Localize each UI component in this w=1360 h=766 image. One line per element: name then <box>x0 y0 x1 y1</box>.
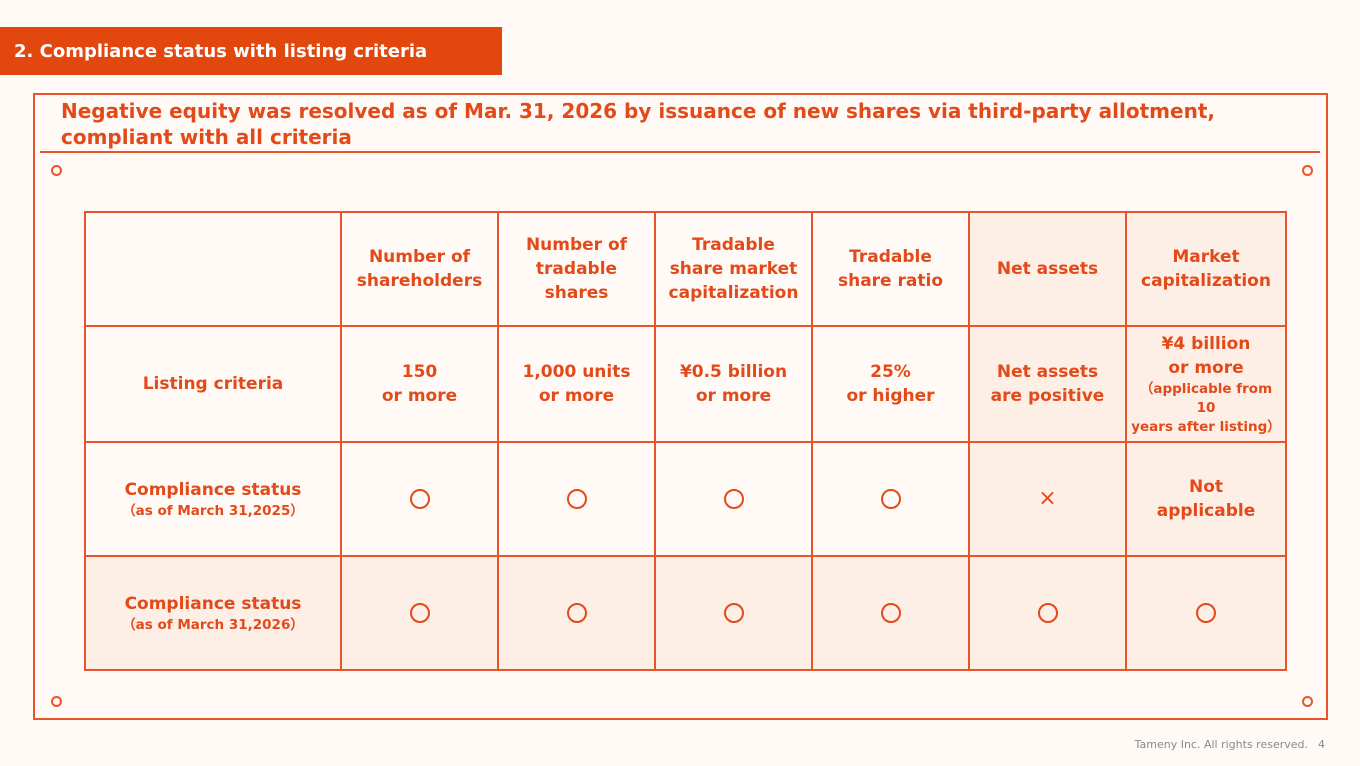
cell-text: 25% <box>870 362 911 382</box>
row-label-text: Compliance status <box>124 479 302 500</box>
cell-text: Not <box>1188 477 1224 497</box>
cell-text: 1,000 units <box>522 362 631 382</box>
header-shareholders: Number of shareholders <box>340 211 499 327</box>
status-cell <box>654 441 813 557</box>
header-text: shareholders <box>356 271 483 291</box>
status-cell <box>340 441 499 557</box>
header-text: tradable <box>535 259 618 279</box>
status-cell <box>497 555 656 671</box>
header-text: Tradable <box>692 235 775 255</box>
corner-dot-bottom-right <box>1302 696 1313 707</box>
circle-icon <box>409 603 430 623</box>
criteria-row: Listing criteria 150 or more 1,000 units… <box>84 325 1287 443</box>
status-cell <box>497 441 656 557</box>
header-text: Tradable <box>849 247 932 267</box>
circle-icon <box>1037 603 1058 623</box>
cell-text: ¥0.5 billion <box>679 362 788 382</box>
criteria-cell: 150 or more <box>340 325 499 443</box>
header-text: Net assets <box>996 259 1099 279</box>
cell-note: years after listing） <box>1131 418 1281 435</box>
cell-text: applicable <box>1156 501 1256 521</box>
header-text: share ratio <box>837 271 943 291</box>
content-frame <box>33 93 1328 720</box>
header-text: Number of <box>525 235 628 255</box>
criteria-cell: ¥0.5 billion or more <box>654 325 813 443</box>
criteria-cell: 1,000 units or more <box>497 325 656 443</box>
row-label-text: Compliance status <box>124 593 302 614</box>
circle-icon <box>880 603 901 623</box>
status-2026-row: Compliance status （as of March 31,2026） <box>84 555 1287 671</box>
row-label-sub: （as of March 31,2025） <box>122 502 304 519</box>
header-text: shares <box>544 283 609 303</box>
copyright: Tameny Inc. All rights reserved. <box>1134 738 1308 751</box>
header-text: Number of <box>368 247 471 267</box>
page-number: 4 <box>1318 738 1325 751</box>
circle-icon <box>880 489 901 509</box>
cell-note: （applicable from 10 <box>1139 380 1273 416</box>
status-cell <box>340 555 499 671</box>
status-cell <box>654 555 813 671</box>
header-net-assets: Net assets <box>968 211 1127 327</box>
status-cell <box>811 441 970 557</box>
cross-icon: × <box>1038 485 1057 511</box>
headline-line-1: Negative equity was resolved as of Mar. … <box>61 99 1215 123</box>
corner-dot-top-left <box>51 165 62 176</box>
circle-icon <box>409 489 430 509</box>
criteria-cell: ¥4 billion or more （applicable from 10 y… <box>1125 325 1287 443</box>
circle-icon <box>1196 603 1216 623</box>
compliance-table: Number of shareholders Number of tradabl… <box>84 211 1287 671</box>
header-tradable-shares: Number of tradable shares <box>497 211 656 327</box>
cell-text: ¥4 billion <box>1161 333 1251 354</box>
row-label: Compliance status （as of March 31,2025） <box>84 441 342 557</box>
section-tab: 2. Compliance status with listing criter… <box>0 27 502 75</box>
status-cell <box>811 555 970 671</box>
cell-text: are positive <box>990 386 1105 406</box>
status-cell <box>968 555 1127 671</box>
status-2025-row: Compliance status （as of March 31,2025） … <box>84 441 1287 557</box>
cell-text: or more <box>381 386 458 406</box>
header-tradable-ratio: Tradable share ratio <box>811 211 970 327</box>
header-empty <box>84 211 342 327</box>
cell-text: 150 <box>401 362 438 382</box>
row-label-sub: （as of March 31,2026） <box>122 616 304 633</box>
headline: Negative equity was resolved as of Mar. … <box>61 98 1291 150</box>
header-tradable-market-cap: Tradable share market capitalization <box>654 211 813 327</box>
circle-icon <box>723 489 744 509</box>
cell-text: or more <box>1168 357 1244 378</box>
row-label: Compliance status （as of March 31,2026） <box>84 555 342 671</box>
header-text: Market <box>1172 247 1240 267</box>
circle-icon <box>566 489 587 509</box>
circle-icon <box>566 603 587 623</box>
status-cell: × <box>968 441 1127 557</box>
header-market-cap: Market capitalization <box>1125 211 1287 327</box>
criteria-cell: Net assets are positive <box>968 325 1127 443</box>
header-text: capitalization <box>668 283 799 303</box>
header-text: share market <box>669 259 798 279</box>
cell-text: or higher <box>846 386 935 406</box>
circle-icon <box>723 603 744 623</box>
headline-rule <box>40 151 1320 153</box>
headline-line-2: compliant with all criteria <box>61 125 352 149</box>
criteria-cell: 25% or higher <box>811 325 970 443</box>
cell-text: Net assets <box>996 362 1099 382</box>
row-label: Listing criteria <box>84 325 342 443</box>
header-row: Number of shareholders Number of tradabl… <box>84 211 1287 327</box>
corner-dot-top-right <box>1302 165 1313 176</box>
cell-text: or more <box>538 386 615 406</box>
status-cell: Not applicable <box>1125 441 1287 557</box>
status-cell <box>1125 555 1287 671</box>
corner-dot-bottom-left <box>51 696 62 707</box>
header-text: capitalization <box>1141 271 1271 291</box>
cell-text: or more <box>695 386 772 406</box>
